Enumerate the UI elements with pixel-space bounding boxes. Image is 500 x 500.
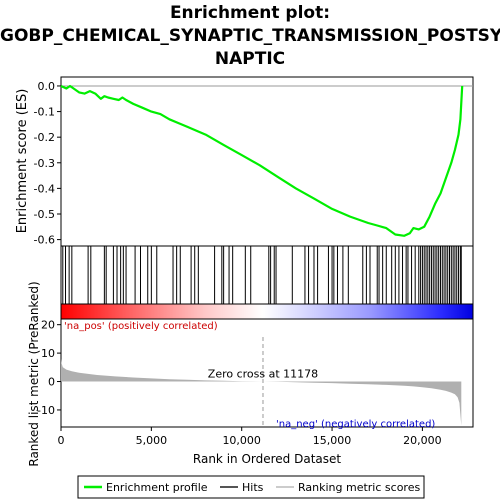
es-y-tick-label: -0.2 — [34, 131, 55, 144]
x-tick-label: 0 — [58, 434, 65, 447]
chart-title: Enrichment plot: GOBP_CHEMICAL_SYNAPTIC_… — [0, 2, 500, 71]
hits-markers — [62, 246, 462, 304]
metric-y-axis-title: Ranked list metric (PreRanked) — [27, 281, 41, 466]
es-y-tick-label: -0.6 — [34, 234, 55, 247]
x-tick-label: 20,000 — [403, 434, 442, 447]
legend-label: Enrichment profile — [106, 481, 208, 494]
zero-cross-label: Zero cross at 11178 — [208, 368, 318, 381]
x-tick-label: 10,000 — [222, 434, 261, 447]
metric-y-tick-label: -10 — [37, 404, 55, 417]
legend-box — [77, 475, 425, 499]
legend: Enrichment profile Hits Ranking metric sco… — [84, 481, 420, 494]
es-panel-frame — [60, 76, 474, 247]
es-y-tick-label: -0.1 — [34, 106, 55, 119]
negative-correlation-label: 'na_neg' (negatively correlated) — [276, 419, 435, 430]
metric-y-tick-label: 10 — [41, 347, 55, 360]
legend-label: Hits — [242, 481, 264, 494]
x-axis-title: Rank in Ordered Dataset — [193, 452, 341, 466]
rank-color-bar — [60, 303, 474, 320]
legend-label: Ranking metric scores — [298, 481, 420, 494]
metric-y-tick-label: 20 — [41, 319, 55, 332]
es-y-tick-label: -0.5 — [34, 208, 55, 221]
enrichment-profile-line — [60, 84, 464, 237]
x-tick-label: 5,000 — [136, 434, 168, 447]
title-line-3: NAPTIC — [214, 49, 286, 69]
x-tick-label: 15,000 — [313, 434, 352, 447]
positive-correlation-label: 'na_pos' (positively correlated) — [64, 321, 218, 332]
metric-y-tick-label: 0 — [48, 376, 55, 389]
es-y-tick-label: 0.0 — [38, 80, 56, 93]
es-y-axis: 0.0 -0.1 -0.2 -0.3 -0.4 -0.5 -0.6 — [34, 80, 61, 247]
title-line-2: GOBP_CHEMICAL_SYNAPTIC_TRANSMISSION_POST… — [0, 26, 500, 46]
es-y-axis-title: Enrichment score (ES) — [15, 89, 30, 234]
es-y-tick-label: -0.3 — [34, 157, 55, 170]
metric-y-axis: 20 10 0 -10 — [37, 319, 61, 417]
title-line-1: Enrichment plot: — [169, 3, 331, 23]
x-axis: 0 5,000 10,000 15,000 20,000 — [58, 427, 442, 447]
es-y-tick-label: -0.4 — [34, 182, 55, 195]
